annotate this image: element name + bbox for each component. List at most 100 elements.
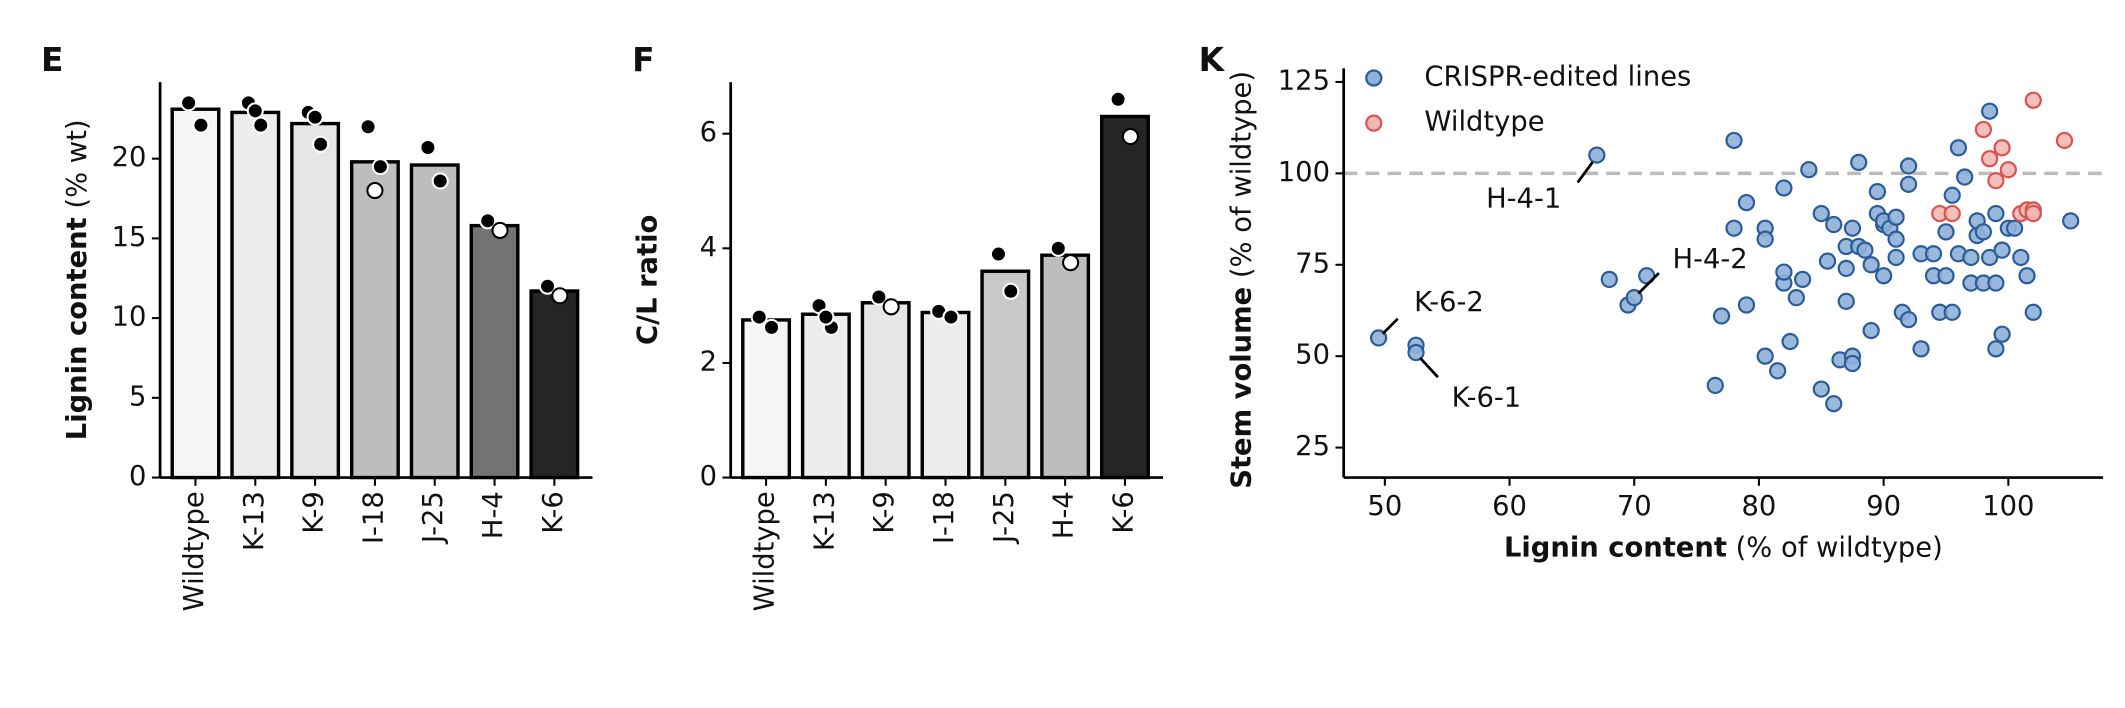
scatter-point: [1956, 168, 1974, 186]
panel-label: E: [41, 41, 63, 79]
replicate-point: [882, 298, 900, 316]
bar: [920, 310, 971, 480]
x-tick-label: K-6: [538, 491, 569, 533]
bar: [170, 107, 221, 480]
scatter-point: [1868, 183, 1887, 201]
y-tick-label: 6: [700, 117, 717, 148]
y-tick-label: 15: [112, 222, 147, 253]
x-tick-label: K-6: [1108, 491, 1139, 533]
scatter-point: [1912, 340, 1930, 358]
replicate-point: [942, 308, 960, 326]
scatter-point: [1825, 215, 1843, 234]
scatter-point: [2012, 248, 2030, 267]
scatter-point: [2055, 131, 2074, 150]
scatter-point: [1793, 270, 1812, 289]
replicate-point: [306, 108, 324, 126]
bar: [800, 312, 851, 480]
axis-label: Lignin content (% of wildtype): [1504, 532, 1943, 563]
x-tick-label: J-25: [989, 491, 1020, 545]
replicate-point: [538, 277, 557, 295]
annotation-leader: [1419, 357, 1439, 379]
scatter-point: [1993, 241, 2011, 259]
scatter-point: [1862, 256, 1880, 274]
axis-label-main: Lignin content: [61, 217, 92, 440]
annotation: H-4-1: [1486, 184, 1561, 215]
x-tick-label: I-18: [358, 491, 389, 544]
y-tick-label: 20: [112, 142, 147, 173]
scatter-point: [1843, 219, 1862, 237]
axis-label: C/L ratio: [632, 215, 663, 345]
replicate-point: [1121, 128, 1139, 146]
axis-label-unit: (% of wildtype): [1226, 71, 1257, 278]
bar: [409, 163, 460, 480]
legend-marker: [1365, 114, 1383, 132]
x-tick-label: H-4: [478, 491, 509, 539]
bar: [230, 110, 281, 480]
replicate-point: [419, 138, 437, 157]
scatter-point: [2005, 219, 2024, 237]
annotation: K-6-1: [1452, 383, 1522, 414]
x-tick-label: I-18: [929, 491, 960, 544]
bar: [529, 289, 580, 480]
bar: [741, 318, 792, 480]
panel-label: F: [632, 41, 654, 79]
bar: [1099, 114, 1150, 480]
x-tick-label: 90: [1866, 491, 1901, 522]
scatter-point: [1887, 230, 1905, 248]
replicate-point: [1062, 254, 1080, 272]
x-tick-label: 100: [1982, 491, 2034, 522]
scatter-point: [1837, 292, 1855, 310]
scatter-point: [1899, 157, 1918, 175]
scatter-point: [2024, 91, 2042, 109]
scatter-point: [1725, 219, 1743, 237]
annotation: K-6-2: [1414, 287, 1484, 318]
replicate-point: [252, 116, 270, 134]
replicate-point: [371, 158, 389, 176]
scatter-point: [1943, 303, 1961, 321]
x-tick-label: 50: [1367, 491, 1402, 522]
scatter-point: [1600, 270, 1618, 289]
annotation: H-4-2: [1673, 244, 1748, 275]
x-tick-label: K-9: [299, 491, 330, 533]
scatter-point: [1999, 161, 2017, 179]
scatter-point: [1781, 332, 1799, 351]
x-tick-label: 80: [1742, 491, 1777, 522]
scatter-point: [1899, 175, 1918, 193]
annotation-leader: [1381, 317, 1399, 335]
scatter-point: [2024, 303, 2042, 321]
replicate-point: [366, 181, 384, 200]
scatter-point: [1737, 296, 1756, 314]
scatter-point: [1737, 193, 1756, 212]
replicate-point: [1002, 282, 1020, 300]
y-tick-label: 125: [1278, 65, 1330, 96]
scatter-point: [1924, 245, 1943, 263]
bar: [1040, 253, 1091, 480]
scatter-point: [1369, 329, 1388, 347]
scatter-point: [1843, 354, 1862, 373]
scatter-point: [1987, 172, 2005, 190]
scatter-point: [1818, 252, 1837, 270]
axis-label-unit: (% wt): [61, 119, 92, 208]
scatter-point: [2024, 204, 2042, 223]
scatter-point: [1981, 150, 1999, 168]
x-tick-label: 70: [1617, 491, 1652, 522]
y-tick-label: 2: [700, 346, 717, 377]
legend-label: CRISPR-edited lines: [1424, 62, 1691, 93]
replicate-point: [359, 118, 377, 136]
replicate-point: [192, 116, 210, 134]
scatter-point: [1993, 325, 2011, 343]
scatter-point: [1775, 263, 1793, 281]
replicate-point: [431, 172, 449, 190]
replicate-point: [551, 287, 569, 305]
scatter-point: [1812, 204, 1830, 223]
scatter-point: [1756, 230, 1774, 248]
scatter-point: [1638, 267, 1656, 285]
replicate-point: [312, 135, 330, 153]
axis-label-main: C/L ratio: [632, 215, 663, 345]
replicate-point: [750, 308, 768, 326]
y-tick-label: 75: [1295, 248, 1330, 279]
scatter-point: [1837, 259, 1855, 278]
replicate-point: [989, 245, 1008, 263]
scatter-point: [1949, 139, 1968, 157]
bar: [980, 269, 1031, 480]
